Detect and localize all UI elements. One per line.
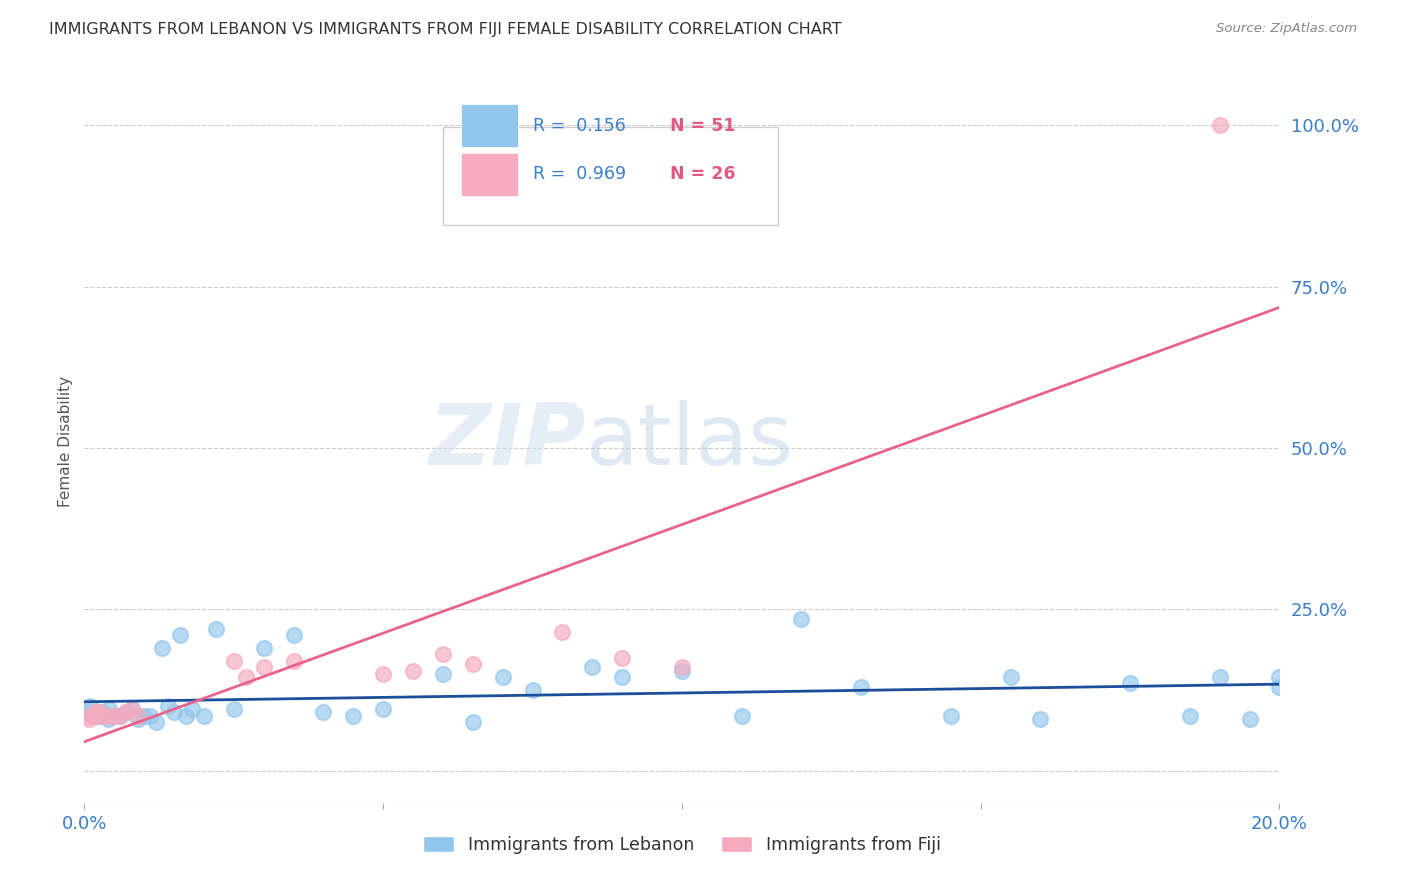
Point xyxy=(127,712,149,726)
Point xyxy=(82,708,104,723)
Point xyxy=(312,706,335,720)
Point xyxy=(253,660,276,674)
Point xyxy=(103,708,125,723)
Point xyxy=(461,715,484,730)
Point xyxy=(181,702,204,716)
Point xyxy=(1268,680,1291,694)
Point xyxy=(373,702,395,716)
Point xyxy=(150,640,173,655)
Point xyxy=(110,708,132,723)
Point xyxy=(1239,712,1261,726)
Point xyxy=(731,708,754,723)
Text: R =  0.969: R = 0.969 xyxy=(533,165,626,183)
Point xyxy=(86,706,108,720)
Point xyxy=(89,708,111,723)
Point xyxy=(551,624,574,639)
Point xyxy=(193,708,215,723)
Point xyxy=(145,715,167,730)
Point xyxy=(77,712,100,726)
Point xyxy=(581,660,603,674)
Point xyxy=(222,654,245,668)
Point xyxy=(612,650,634,665)
Text: Source: ZipAtlas.com: Source: ZipAtlas.com xyxy=(1216,22,1357,36)
Point xyxy=(97,708,120,723)
Point xyxy=(1178,708,1201,723)
Point xyxy=(461,657,484,672)
Point xyxy=(97,712,120,726)
Text: R =  0.156: R = 0.156 xyxy=(533,117,626,135)
Point xyxy=(522,682,544,697)
Text: atlas: atlas xyxy=(586,400,794,483)
Point xyxy=(253,640,276,655)
Point xyxy=(222,702,245,716)
Point xyxy=(402,664,425,678)
Point xyxy=(1000,670,1022,684)
Point xyxy=(103,708,125,723)
Point xyxy=(342,708,364,723)
Point xyxy=(79,699,101,714)
Point xyxy=(84,706,107,720)
Point xyxy=(89,706,111,720)
Point xyxy=(671,664,693,678)
Point xyxy=(121,702,143,716)
Point xyxy=(132,708,156,723)
Point xyxy=(432,648,454,662)
Point xyxy=(432,666,454,681)
Point xyxy=(98,702,121,716)
Point xyxy=(127,708,149,723)
Text: ZIP: ZIP xyxy=(429,400,586,483)
Point xyxy=(110,708,132,723)
Y-axis label: Female Disability: Female Disability xyxy=(58,376,73,508)
Point xyxy=(86,708,108,723)
Point xyxy=(235,670,257,684)
Point xyxy=(86,708,108,723)
Point xyxy=(174,708,197,723)
Legend: Immigrants from Lebanon, Immigrants from Fiji: Immigrants from Lebanon, Immigrants from… xyxy=(415,828,949,863)
Point xyxy=(91,706,114,720)
Point xyxy=(93,708,115,723)
Point xyxy=(492,670,515,684)
Point xyxy=(612,670,634,684)
Point xyxy=(1029,712,1052,726)
Point xyxy=(373,666,395,681)
Point xyxy=(283,628,305,642)
Point xyxy=(163,706,186,720)
Point xyxy=(1119,676,1142,690)
Point xyxy=(139,708,162,723)
Point xyxy=(169,628,191,642)
Point xyxy=(157,699,180,714)
Point xyxy=(283,654,305,668)
Point xyxy=(86,706,108,720)
Point xyxy=(82,708,104,723)
Point xyxy=(939,708,962,723)
Point xyxy=(1209,119,1232,133)
FancyBboxPatch shape xyxy=(443,128,778,225)
FancyBboxPatch shape xyxy=(461,104,519,147)
Point xyxy=(115,706,138,720)
Point xyxy=(79,708,101,723)
Point xyxy=(1268,670,1291,684)
Point xyxy=(205,622,228,636)
Point xyxy=(1209,670,1232,684)
Point xyxy=(790,612,813,626)
Point xyxy=(115,706,138,720)
Text: N = 26: N = 26 xyxy=(671,165,735,183)
Point xyxy=(671,660,693,674)
Point xyxy=(91,708,114,723)
Point xyxy=(77,706,100,720)
FancyBboxPatch shape xyxy=(461,153,519,196)
Point xyxy=(851,680,873,694)
Text: N = 51: N = 51 xyxy=(671,117,735,135)
Point xyxy=(121,702,143,716)
Text: IMMIGRANTS FROM LEBANON VS IMMIGRANTS FROM FIJI FEMALE DISABILITY CORRELATION CH: IMMIGRANTS FROM LEBANON VS IMMIGRANTS FR… xyxy=(49,22,842,37)
